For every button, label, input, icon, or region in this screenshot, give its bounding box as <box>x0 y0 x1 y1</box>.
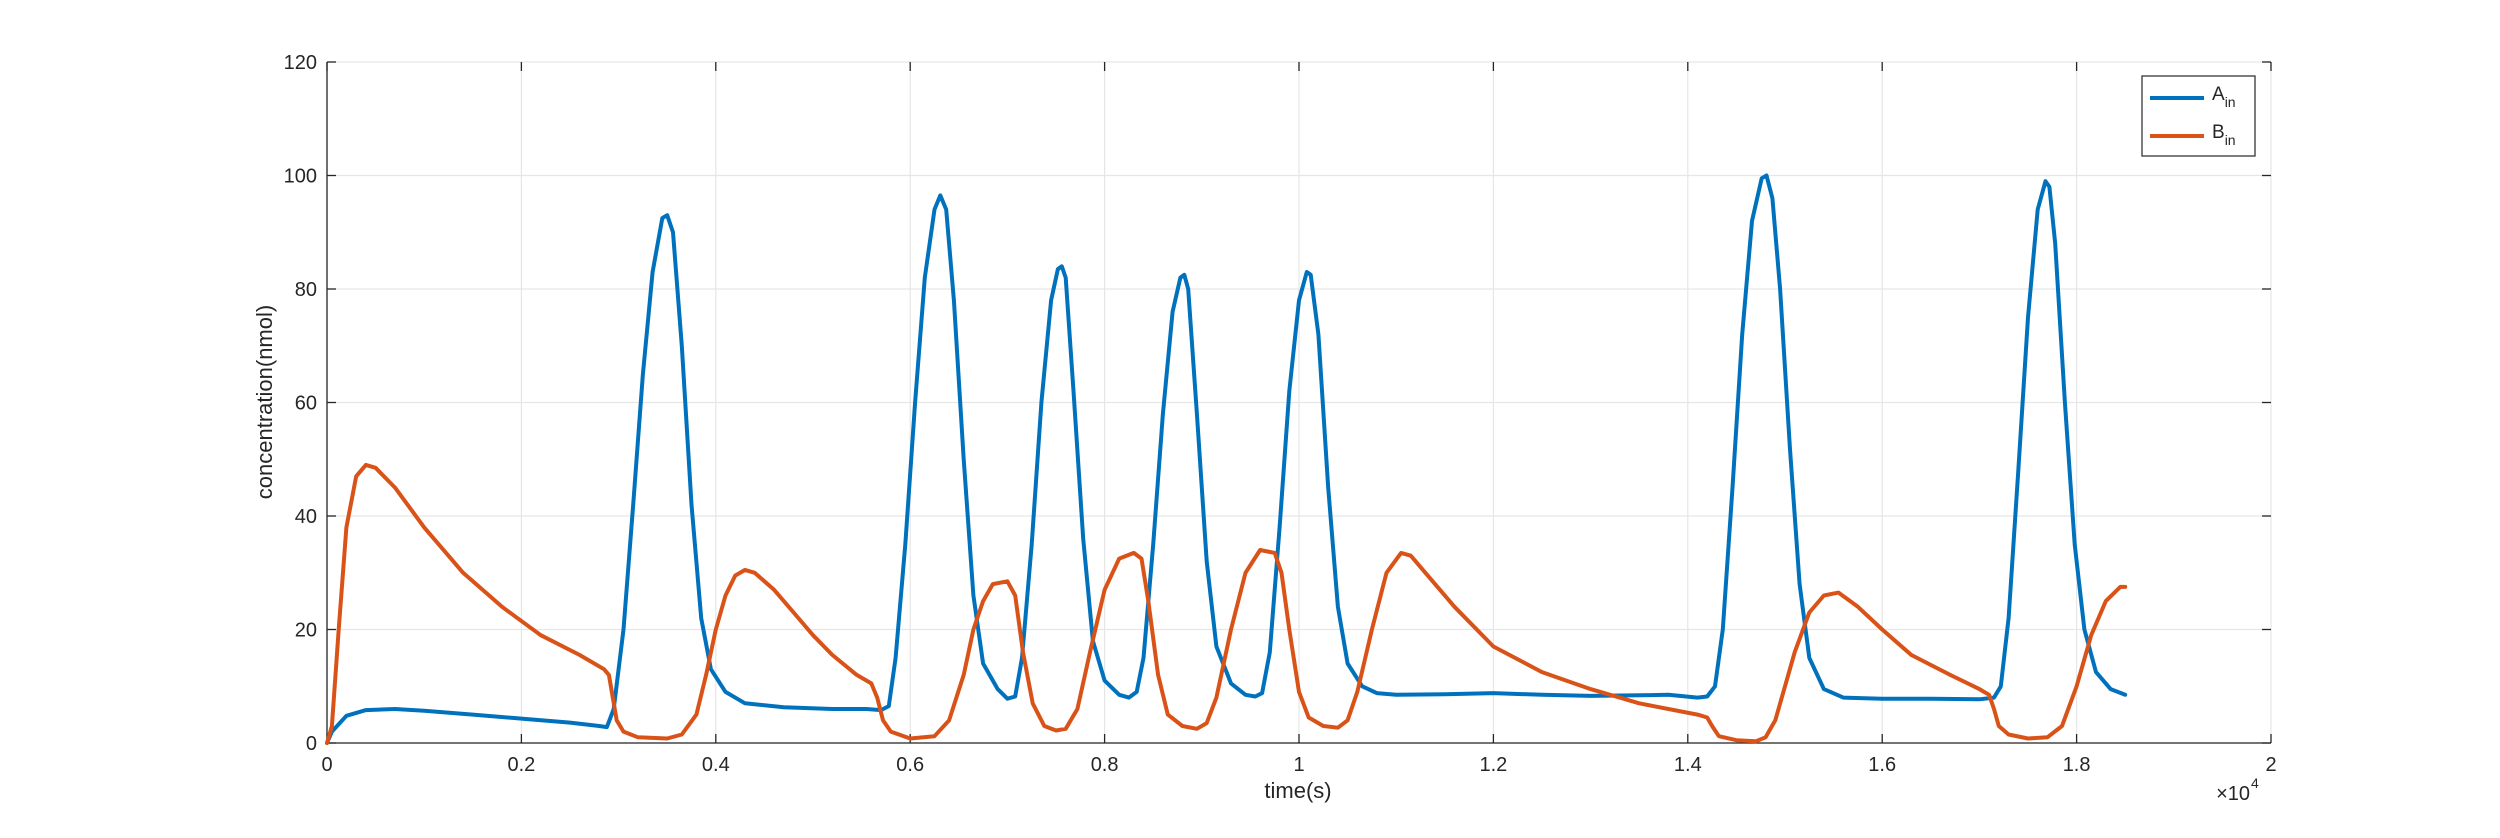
x-tick-label: 0 <box>321 754 332 776</box>
x-axis-label: time(s) <box>1264 778 1331 803</box>
series-lines <box>325 173 2128 745</box>
y-tick-label: 100 <box>284 166 317 188</box>
series-line-b <box>325 462 2128 745</box>
y-tick-label: 80 <box>295 279 317 301</box>
x-tick-label: 0.4 <box>702 754 730 776</box>
legend-label-main: B <box>2212 122 2225 143</box>
x-tick-label: 1.2 <box>1479 754 1507 776</box>
x-tick-label: 0.8 <box>1091 754 1119 776</box>
x-tick-label: 2 <box>2265 754 2276 776</box>
legend-label-subscript: in <box>2225 132 2236 148</box>
legend-label-subscript: in <box>2225 94 2236 110</box>
legend-label-main: A <box>2212 84 2225 105</box>
y-tick-label: 20 <box>295 620 317 642</box>
legend-label-a: Ain <box>2212 84 2236 110</box>
legend-label-b: Bin <box>2212 122 2236 148</box>
x-tick-label: 0.2 <box>507 754 535 776</box>
x-exponent-base: ×10 <box>2216 783 2250 805</box>
x-tick-label: 1.4 <box>1674 754 1702 776</box>
legend-box <box>2141 75 2256 157</box>
x-exponent-label: ×10 4 <box>2216 775 2259 805</box>
x-exponent-power: 4 <box>2251 775 2259 791</box>
x-tick-label: 1 <box>1293 754 1304 776</box>
axes: 0 0.2 0.4 0.6 0.8 1 1.2 1.4 1.6 1.8 20204060801001… <box>284 52 2277 776</box>
y-tick-label: 40 <box>295 506 317 528</box>
y-tick-label: 120 <box>284 52 317 74</box>
x-tick-label: 0.6 <box>896 754 924 776</box>
x-tick-label: 1.8 <box>2063 754 2091 776</box>
series-line-a <box>325 173 2128 745</box>
y-axis-label: concentration(nmol) <box>252 305 277 499</box>
y-tick-label: 60 <box>295 393 317 415</box>
x-tick-label: 1.6 <box>1868 754 1896 776</box>
y-tick-label: 0 <box>306 733 317 755</box>
